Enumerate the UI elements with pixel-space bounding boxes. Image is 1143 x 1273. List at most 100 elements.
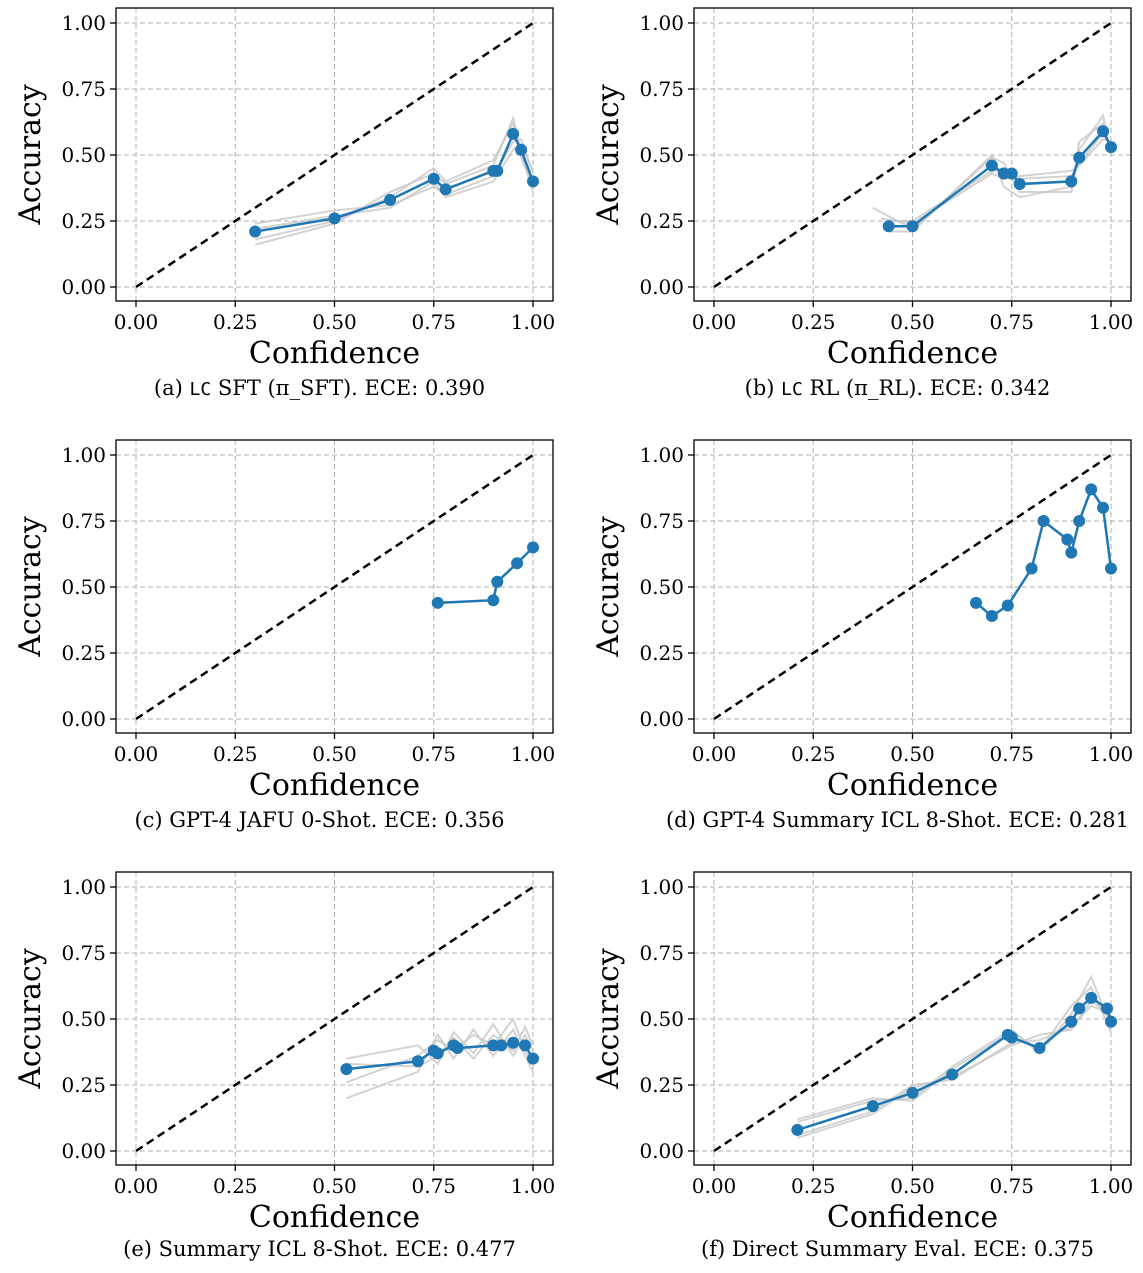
chart-panel-f: 0.00 0.25 0.50 0.75 1.00 0.00 0.25 0.50 0.75 1.00… (591, 871, 1133, 1261)
chart-panel-b: 0.00 0.25 0.50 0.75 1.00 0.00 0.25 0.50 0.75 1.00… (591, 7, 1134, 400)
x-tick-label: 0.75 (411, 1174, 456, 1198)
data-point (515, 143, 528, 156)
data-point (1065, 1015, 1078, 1028)
caption-text: GPT-4 Summary ICL 8-Shot. ECE: (702, 808, 1068, 832)
caption-ece-value: 0.477 (456, 1237, 516, 1261)
data-point (1105, 1015, 1117, 1028)
data-point (882, 220, 895, 233)
caption-ece-value: 0.342 (990, 376, 1050, 400)
y-tick-label: 0.25 (639, 641, 684, 665)
series-line (254, 130, 535, 233)
data-point (1085, 483, 1098, 496)
trial-line (346, 1027, 534, 1100)
data-point (1001, 599, 1014, 612)
data-point (1085, 991, 1098, 1004)
data-point (1097, 501, 1110, 514)
y-tick-label: 0.25 (61, 641, 106, 665)
x-tick-label: 0.75 (411, 742, 456, 766)
y-tick-label: 0.50 (61, 1007, 106, 1031)
y-tick-label: 1.00 (639, 443, 684, 467)
chart-panel-c: 0.00 0.25 0.50 0.75 1.00 0.00 0.25 0.50 0.75 1.00… (13, 439, 556, 832)
data-point (411, 1055, 424, 1068)
y-tick-label: 0.25 (61, 1073, 106, 1097)
x-tick-label: 0.75 (989, 1174, 1034, 1198)
y-axis-label: Accuracy (591, 948, 626, 1090)
y-tick-label: 0.00 (639, 707, 684, 731)
perfect-calibration-line (135, 21, 534, 289)
x-tick-label: 0.25 (213, 310, 258, 334)
x-tick-label: 0.25 (791, 742, 836, 766)
data-point (527, 541, 539, 554)
trial-line (346, 1024, 534, 1068)
y-tick-label: 0.75 (639, 77, 684, 101)
data-point (970, 596, 983, 609)
perfect-calibration-line (713, 453, 1112, 721)
x-tick-label: 0.25 (791, 1174, 836, 1198)
data-point (491, 575, 504, 588)
trial-line (797, 974, 1112, 1123)
y-tick-label: 0.25 (639, 209, 684, 233)
x-axis-label: Confidence (249, 336, 420, 371)
y-tick-label: 0.75 (639, 941, 684, 965)
caption-text: RL (π_RL). ECE: (803, 376, 990, 400)
y-tick-label: 0.00 (639, 275, 684, 299)
caption-label: (d) (666, 808, 703, 832)
caption-method: LC (781, 379, 803, 400)
x-tick-label: 1.00 (511, 310, 556, 334)
x-tick-label: 0.75 (989, 310, 1034, 334)
data-point (1105, 141, 1117, 154)
x-tick-label: 1.00 (1089, 310, 1134, 334)
y-tick-label: 0.75 (61, 941, 106, 965)
perfect-calibration-line (713, 885, 1112, 1153)
y-tick-label: 1.00 (639, 11, 684, 35)
caption-label: (a) (154, 376, 190, 400)
perfect-calibration-line (135, 885, 534, 1153)
y-tick-label: 0.75 (639, 509, 684, 533)
data-point (946, 1068, 959, 1081)
subfigure-caption: (c) GPT-4 JAFU 0-Shot. ECE: 0.356 (134, 808, 504, 832)
y-tick-label: 0.25 (61, 209, 106, 233)
x-axis-label: Confidence (249, 1200, 420, 1235)
x-tick-label: 0.00 (114, 1174, 159, 1198)
data-point (451, 1042, 464, 1055)
data-point (527, 1052, 539, 1065)
data-point (507, 1036, 520, 1049)
data-point (1101, 1002, 1114, 1015)
x-tick-label: 0.50 (890, 742, 935, 766)
subfigure-caption: (a) LC SFT (π_SFT). ECE: 0.390 (154, 376, 485, 400)
data-point (439, 183, 452, 196)
x-tick-label: 1.00 (511, 742, 556, 766)
y-tick-label: 0.50 (61, 143, 106, 167)
y-tick-label: 1.00 (639, 875, 684, 899)
x-tick-label: 0.00 (692, 310, 737, 334)
data-point (328, 212, 341, 225)
data-point (1073, 515, 1086, 527)
data-point (985, 610, 998, 623)
data-point (866, 1100, 879, 1113)
caption-ece-value: 0.375 (1034, 1237, 1094, 1261)
data-point (791, 1123, 804, 1136)
caption-method: LC (189, 379, 211, 400)
caption-label: (b) (745, 376, 782, 400)
x-tick-label: 0.75 (989, 742, 1034, 766)
data-point (985, 159, 998, 172)
x-axis-label: Confidence (827, 336, 998, 371)
x-tick-label: 1.00 (511, 1174, 556, 1198)
x-axis-label: Confidence (249, 768, 420, 803)
data-point (1061, 533, 1074, 546)
x-axis-label: Confidence (827, 1200, 998, 1235)
data-point (427, 172, 440, 185)
caption-label: (f) (701, 1237, 732, 1261)
y-tick-label: 0.75 (61, 509, 106, 533)
data-point (249, 225, 262, 238)
x-tick-label: 0.50 (312, 742, 357, 766)
data-point (1097, 125, 1110, 138)
y-tick-label: 1.00 (61, 875, 106, 899)
series-line (437, 546, 534, 605)
trial-line (346, 1016, 534, 1084)
x-tick-label: 0.50 (890, 1174, 935, 1198)
x-tick-label: 0.25 (213, 742, 258, 766)
data-point (384, 193, 397, 206)
y-tick-label: 0.00 (61, 1139, 106, 1163)
data-point (906, 220, 919, 233)
